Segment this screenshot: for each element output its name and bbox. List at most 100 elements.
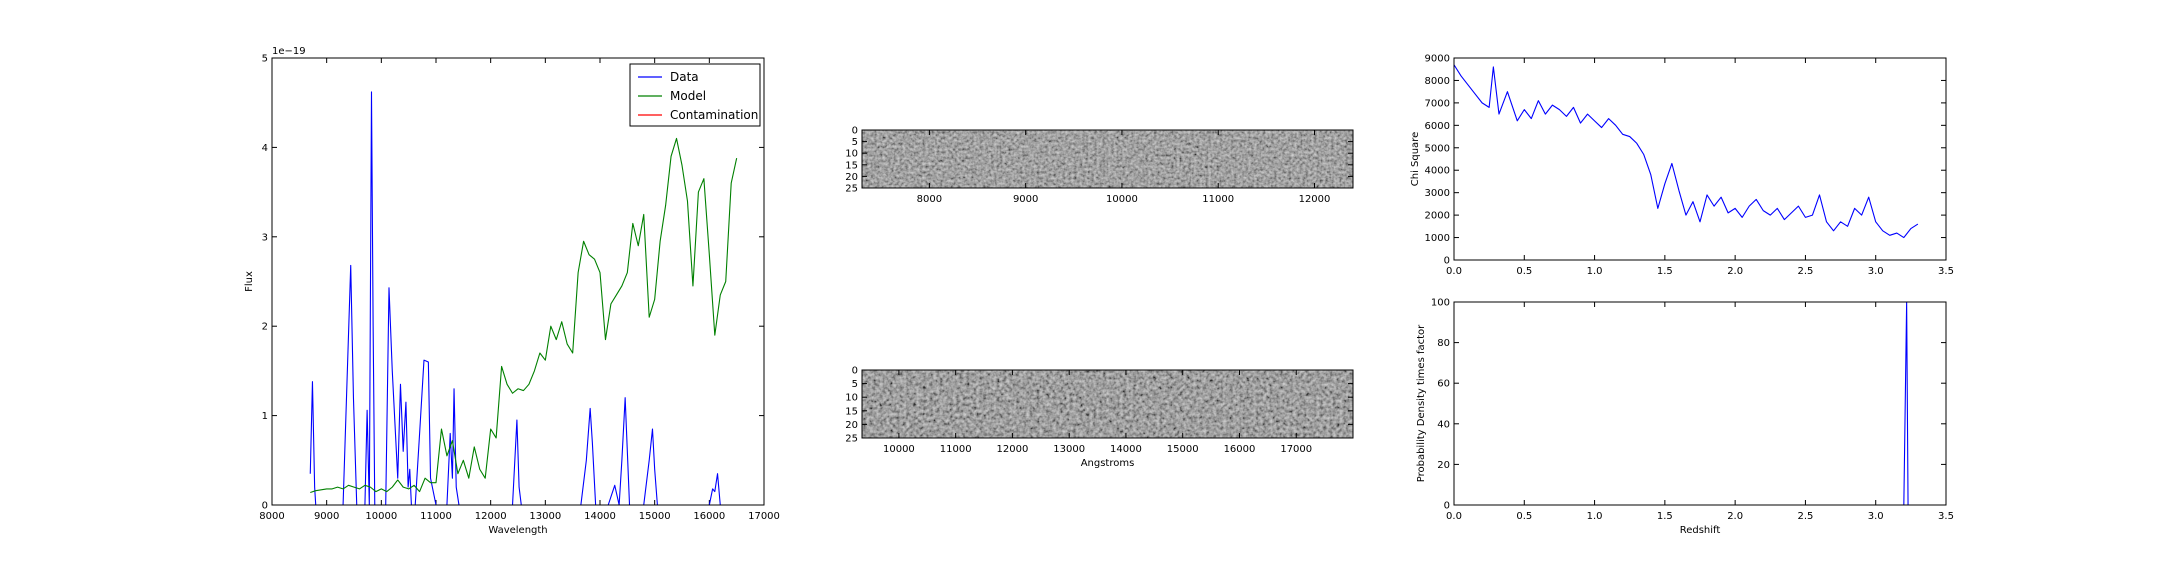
spectrum-panel: 8000 9000 10000 11000 12000 13000 14000 15000 16… bbox=[244, 46, 780, 536]
x-tick-label: 12000 bbox=[475, 511, 507, 522]
x-tick-label: 13000 bbox=[529, 511, 561, 522]
y-axis-label: Flux bbox=[244, 271, 255, 292]
y-tick-label: 40 bbox=[1437, 419, 1450, 430]
pdf-panel: 0.0 0.5 1.0 1.5 2.0 2.5 3.0 3.5 0 20 40 60 80 100 Reds… bbox=[1416, 298, 1954, 537]
pdf-plot-area bbox=[1454, 302, 1918, 505]
y-tick-label: 0 bbox=[262, 501, 268, 512]
x-tick-label: 11000 bbox=[940, 444, 972, 455]
image1-frame bbox=[861, 129, 1354, 189]
y-tick-label: 10 bbox=[845, 393, 858, 404]
y-tick-label: 20 bbox=[845, 420, 858, 431]
y-tick-label: 60 bbox=[1437, 379, 1450, 390]
y-axis-label: Probability Density times factor bbox=[1416, 324, 1427, 482]
y-tick-label: 3 bbox=[262, 232, 268, 243]
chisquare-frame bbox=[1453, 57, 1947, 261]
series-line-data bbox=[1454, 64, 1919, 239]
y-tick-label: 9000 bbox=[1425, 54, 1450, 65]
x-tick-label: 2.0 bbox=[1727, 266, 1743, 277]
x-tick-label: 3.0 bbox=[1868, 266, 1884, 277]
chisquare-panel: 0.0 0.5 1.0 1.5 2.0 2.5 3.0 3.5 0 1000 2000 3000 400… bbox=[1410, 54, 1954, 278]
y-tick-label: 15 bbox=[845, 406, 858, 417]
x-tick-label: 3.0 bbox=[1868, 511, 1884, 522]
x-tick-label: 9000 bbox=[1013, 194, 1038, 205]
x-tick-label: 16000 bbox=[1224, 444, 1256, 455]
y-tick-label: 1000 bbox=[1425, 233, 1450, 244]
x-axis-label: Wavelength bbox=[488, 525, 547, 536]
x-tick-label: 11000 bbox=[420, 511, 452, 522]
y-tick-label: 2 bbox=[262, 322, 268, 333]
image2-frame bbox=[861, 369, 1354, 439]
y-tick-label: 0 bbox=[1444, 501, 1450, 512]
x-tick-label: 8000 bbox=[259, 511, 284, 522]
y-axis-label: Chi Square bbox=[1410, 132, 1421, 186]
x-tick-label: 1.5 bbox=[1657, 266, 1673, 277]
x-tick-label: 13000 bbox=[1053, 444, 1085, 455]
spectrum-plot-area bbox=[309, 91, 738, 505]
x-tick-label: 2.5 bbox=[1797, 266, 1813, 277]
x-tick-label: 0.5 bbox=[1516, 511, 1532, 522]
x-tick-label: 0.0 bbox=[1446, 511, 1462, 522]
legend-entry: Model bbox=[670, 89, 706, 103]
y-tick-label: 4 bbox=[262, 143, 268, 154]
x-tick-label: 17000 bbox=[1280, 444, 1312, 455]
y-tick-label: 10 bbox=[845, 149, 858, 160]
x-tick-label: 15000 bbox=[639, 511, 671, 522]
y-tick-label: 20 bbox=[1437, 460, 1450, 471]
x-tick-label: 8000 bbox=[917, 194, 942, 205]
x-tick-label: 10000 bbox=[1106, 194, 1138, 205]
image2-pixels bbox=[862, 370, 1353, 438]
y-tick-label: 25 bbox=[845, 184, 858, 195]
legend-entry: Contamination bbox=[670, 108, 758, 122]
x-tick-label: 1.0 bbox=[1587, 511, 1603, 522]
y-tick-label: 15 bbox=[845, 160, 858, 171]
y-tick-label: 2000 bbox=[1425, 211, 1450, 222]
y-tick-label: 25 bbox=[845, 434, 858, 445]
x-tick-label: 16000 bbox=[693, 511, 725, 522]
series-line-data bbox=[309, 91, 737, 505]
y-tick-label: 0 bbox=[852, 126, 858, 137]
x-tick-label: 1.5 bbox=[1657, 511, 1673, 522]
image1-tone bbox=[862, 130, 1353, 188]
y-tick-label: 1 bbox=[262, 411, 268, 422]
x-tick-label: 11000 bbox=[1202, 194, 1234, 205]
x-tick-label: 17000 bbox=[748, 511, 780, 522]
spectrum-frame bbox=[271, 57, 765, 506]
x-tick-label: 3.5 bbox=[1938, 511, 1954, 522]
x-axis-label: Angstroms bbox=[1081, 458, 1135, 469]
x-tick-label: 9000 bbox=[314, 511, 339, 522]
y-tick-label: 5 bbox=[852, 137, 858, 148]
image2-panel: 10000 11000 12000 13000 14000 15000 16000 17000… bbox=[845, 366, 1354, 469]
y-tick-label: 20 bbox=[845, 172, 858, 183]
x-tick-label: 0.5 bbox=[1516, 266, 1532, 277]
y-tick-label: 100 bbox=[1431, 298, 1450, 309]
y-scale-offset: 1e−19 bbox=[272, 46, 306, 57]
x-tick-label: 10000 bbox=[883, 444, 915, 455]
x-tick-label: 10000 bbox=[365, 511, 397, 522]
image2-tone bbox=[862, 370, 1353, 438]
y-tick-label: 7000 bbox=[1425, 98, 1450, 109]
image1-pixels bbox=[862, 130, 1353, 188]
y-tick-label: 3000 bbox=[1425, 188, 1450, 199]
x-tick-label: 14000 bbox=[1110, 444, 1142, 455]
series-line-data bbox=[1454, 302, 1918, 505]
y-tick-label: 4000 bbox=[1425, 166, 1450, 177]
y-tick-label: 0 bbox=[852, 366, 858, 377]
y-tick-label: 0 bbox=[1444, 256, 1450, 267]
y-tick-label: 5000 bbox=[1425, 143, 1450, 154]
y-tick-label: 6000 bbox=[1425, 121, 1450, 132]
x-tick-label: 3.5 bbox=[1938, 266, 1954, 277]
x-tick-label: 12000 bbox=[997, 444, 1029, 455]
y-tick-label: 5 bbox=[262, 54, 268, 65]
legend: Data Model Contamination bbox=[629, 63, 761, 127]
x-tick-label: 1.0 bbox=[1587, 266, 1603, 277]
x-tick-label: 14000 bbox=[584, 511, 616, 522]
x-tick-label: 2.5 bbox=[1797, 511, 1813, 522]
x-tick-label: 12000 bbox=[1299, 194, 1331, 205]
chisquare-plot-area bbox=[1454, 64, 1919, 239]
x-tick-label: 2.0 bbox=[1727, 511, 1743, 522]
pdf-frame bbox=[1453, 301, 1947, 506]
series-line-model bbox=[310, 137, 738, 494]
x-tick-label: 15000 bbox=[1167, 444, 1199, 455]
